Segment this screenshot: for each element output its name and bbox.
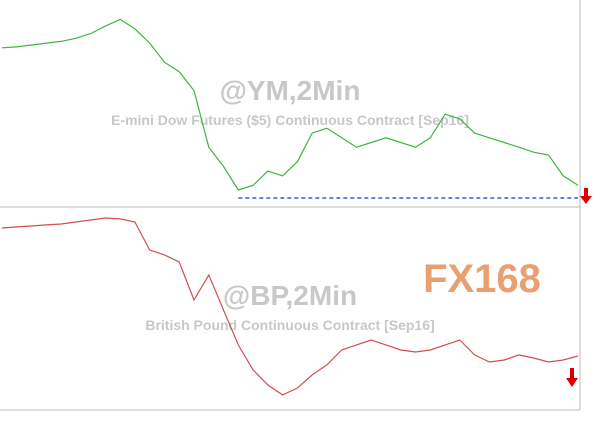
- logo: FX168: [423, 257, 541, 301]
- watermark-subtitle: British Pound Continuous Contract [Sep16…: [145, 317, 434, 333]
- price-line: [1, 18, 579, 191]
- watermark-title: @BP,2Min: [223, 280, 357, 311]
- down-arrow: [566, 368, 578, 387]
- price-line: [1, 217, 579, 396]
- watermark-subtitle: E-mini Dow Futures ($5) Continuous Contr…: [111, 112, 469, 128]
- watermark-title: @YM,2Min: [220, 75, 361, 106]
- down-arrow: [580, 188, 592, 204]
